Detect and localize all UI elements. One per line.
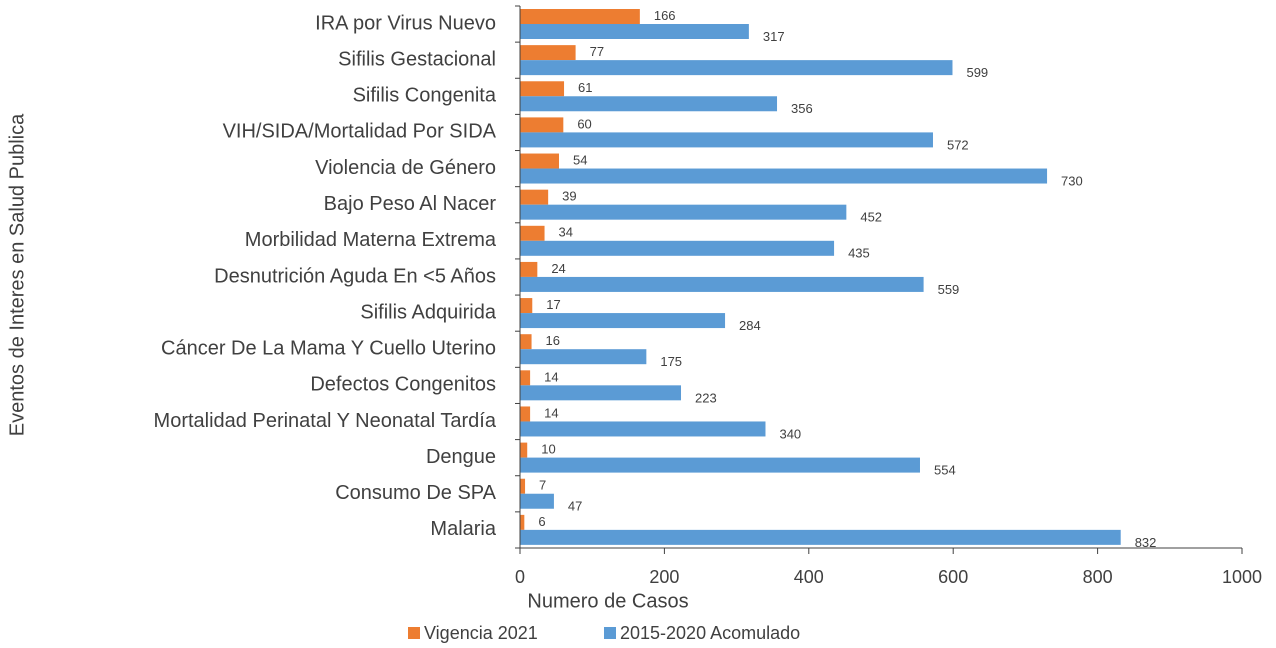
y-tick-label: Cáncer De La Mama Y Cuello Uterino [161, 338, 496, 360]
bar [520, 276, 924, 292]
bar [520, 60, 953, 76]
y-tick-label: Mortalidad Perinatal Y Neonatal Tardía [154, 410, 497, 432]
legend-swatch [408, 627, 420, 639]
y-axis-label: Eventos de Interes en Salud Publica [6, 113, 28, 436]
value-label: 559 [938, 282, 960, 297]
value-label: 6 [538, 514, 545, 529]
legend-label: Vigencia 2021 [424, 623, 538, 643]
bar [520, 334, 532, 350]
y-tick-label: Sifilis Gestacional [338, 48, 496, 70]
bar [520, 349, 647, 365]
x-tick-label: 0 [515, 567, 525, 587]
value-label: 730 [1061, 173, 1083, 188]
bar [520, 153, 559, 169]
bar [520, 81, 565, 97]
value-label: 34 [559, 225, 573, 240]
value-label: 61 [578, 80, 592, 95]
bar [520, 204, 847, 220]
x-tick-label: 800 [1083, 567, 1113, 587]
value-label: 54 [573, 152, 587, 167]
bar [520, 493, 554, 509]
bar [520, 421, 766, 437]
bar [520, 261, 538, 277]
y-tick-label: Morbilidad Materna Extrema [245, 229, 497, 251]
y-tick-label: VIH/SIDA/Mortalidad Por SIDA [223, 121, 497, 143]
value-label: 14 [544, 405, 558, 420]
value-label: 435 [848, 246, 870, 261]
bar [520, 96, 778, 112]
bar [520, 168, 1048, 184]
value-label: 832 [1135, 535, 1157, 550]
value-label: 599 [966, 65, 988, 80]
value-label: 17 [546, 297, 560, 312]
bar [520, 442, 528, 458]
y-tick-label: Defectos Congenitos [310, 374, 496, 396]
bar [520, 45, 576, 61]
value-label: 452 [860, 210, 882, 225]
value-label: 39 [562, 189, 576, 204]
value-label: 7 [539, 478, 546, 493]
bar [520, 9, 640, 24]
x-axis-label: Numero de Casos [527, 590, 688, 612]
value-label: 47 [568, 499, 582, 514]
bar [520, 514, 525, 530]
y-tick-label: IRA por Virus Nuevo [315, 12, 496, 34]
value-label: 175 [660, 354, 682, 369]
value-label: 166 [654, 8, 676, 23]
bar [520, 298, 533, 314]
value-label: 24 [551, 261, 565, 276]
value-label: 572 [947, 137, 969, 152]
y-tick-label: Sifilis Adquirida [360, 301, 497, 323]
y-tick-label: Desnutrición Aguda En <5 Años [214, 265, 496, 287]
bar [520, 370, 531, 386]
legend-swatch [604, 627, 616, 639]
y-tick-label: Dengue [426, 446, 496, 468]
bar [520, 457, 920, 473]
value-label: 317 [763, 29, 785, 44]
x-tick-label: 200 [649, 567, 679, 587]
x-tick-label: 400 [794, 567, 824, 587]
bar [520, 225, 545, 241]
bar [520, 385, 682, 401]
value-label: 554 [934, 463, 956, 478]
x-tick-label: 600 [938, 567, 968, 587]
value-label: 16 [546, 333, 560, 348]
x-tick-label: 1000 [1222, 567, 1262, 587]
y-tick-label: Bajo Peso Al Nacer [324, 193, 497, 215]
bar [520, 406, 531, 422]
value-label: 77 [590, 44, 604, 59]
bar [520, 529, 1121, 545]
y-tick-label: Consumo De SPA [335, 482, 496, 504]
value-label: 60 [577, 116, 591, 131]
y-tick-label: Sifilis Congenita [353, 85, 497, 107]
value-label: 284 [739, 318, 761, 333]
bar [520, 24, 749, 39]
bar [520, 313, 726, 329]
value-label: 340 [779, 426, 801, 441]
value-label: 356 [791, 101, 813, 116]
value-label: 14 [544, 369, 558, 384]
value-label: 10 [541, 442, 555, 457]
bar [520, 117, 564, 133]
y-tick-label: Violencia de Género [315, 157, 496, 179]
bar [520, 240, 835, 256]
bar [520, 478, 526, 494]
value-label: 223 [695, 390, 717, 405]
bar [520, 132, 933, 148]
legend-label: 2015-2020 Acomulado [620, 623, 800, 643]
bar [520, 189, 549, 205]
y-tick-label: Malaria [430, 518, 496, 540]
